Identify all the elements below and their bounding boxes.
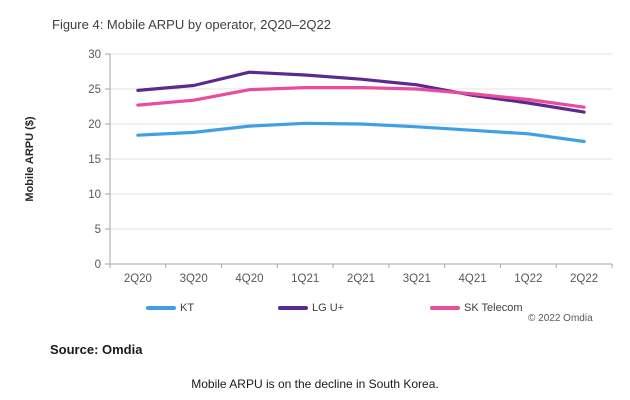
x-tick-label: 2Q22 [570,273,598,285]
source-line: Source: Omdia [50,342,143,357]
y-tick-label: 10 [88,189,101,201]
figure-caption: Mobile ARPU is on the decline in South K… [191,377,439,391]
y-tick-label: 30 [88,49,101,61]
legend-item-kt: KT [146,300,194,316]
x-tick-label: 2Q20 [124,273,152,285]
y-tick-label: 20 [88,119,101,131]
x-tick-label: 1Q22 [514,273,542,285]
y-tick-label: 15 [88,154,101,166]
legend-label: SK Telecom [464,302,523,314]
x-tick-label: 3Q20 [180,273,208,285]
y-tick-label: 0 [95,259,101,271]
x-tick-label: 4Q21 [458,273,486,285]
y-tick-label: 5 [95,224,101,236]
copyright-note: © 2022 Omdia [528,313,593,324]
figure-title: Figure 4: Mobile ARPU by operator, 2Q20–… [52,17,331,32]
x-tick-label: 4Q20 [235,273,263,285]
lgu-line-swatch [278,306,308,310]
skt-line-swatch [430,306,460,310]
legend-item-lgu: LG U+ [278,300,344,316]
kt-line-swatch [146,306,176,310]
series-line-lg-u- [136,70,586,114]
y-tick-label: 25 [88,84,101,96]
x-tick-label: 1Q21 [291,273,319,285]
x-tick-label: 2Q21 [347,273,375,285]
line-chart: 0 5 10 15 20 25 30 2Q20 3Q20 4Q20 1Q21 2Q21 3Q21 4Q21… [88,49,613,285]
series-line-kt [136,121,586,144]
legend-label: LG U+ [312,302,345,314]
chart-legend: KT LG U+ SK Telecom [0,300,630,318]
x-tick-label: 3Q21 [403,273,431,285]
series-line-sk-telecom [136,85,586,109]
legend-label: KT [180,302,195,314]
legend-item-skt: SK Telecom [430,300,523,316]
